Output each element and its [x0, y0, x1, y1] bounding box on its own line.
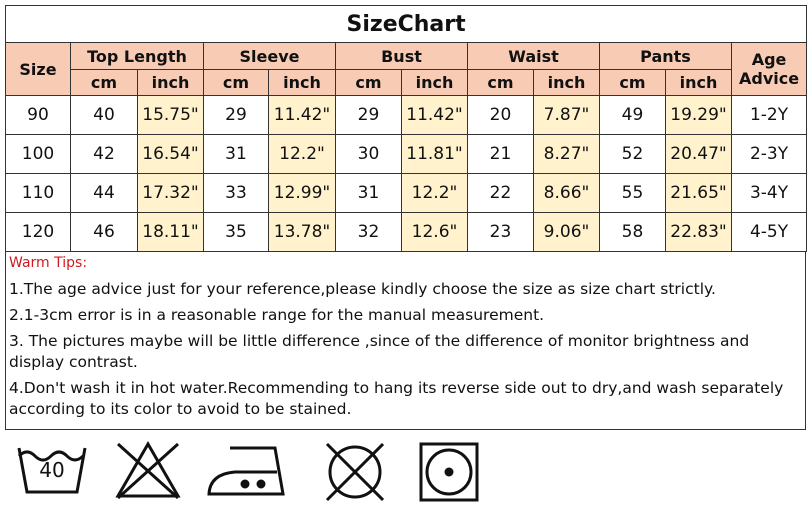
data-row: 90 40 15.75" 29 11.42" 29 11.42" 20 7.87" 49 19.29… [5, 95, 808, 135]
cell: 40 [70, 95, 138, 135]
cell: 42 [70, 134, 138, 174]
size-chart: SizeChart Size Top Length Sleeve Bust Waist P… [4, 5, 808, 524]
tip: 1.The age advice just for your reference… [9, 280, 716, 298]
cell: 12.6" [401, 212, 468, 252]
cell: 13.78" [268, 212, 336, 252]
cell: 11.42" [401, 95, 468, 135]
unit-cell: cm [335, 69, 402, 96]
unit-cell: cm [70, 69, 138, 96]
cell: 8.27" [533, 134, 600, 174]
cell: 2-3Y [730, 134, 808, 174]
cell: 49 [599, 95, 666, 135]
tip: 3. The pictures maybe will be little dif… [9, 332, 750, 371]
data-row: 100 42 16.54" 31 12.2" 30 11.81" 21 8.27" 52 20.47… [5, 134, 808, 174]
cell: 52 [599, 134, 666, 174]
unit-cell: inch [533, 69, 600, 96]
cell: 9.06" [533, 212, 600, 252]
cell: 11.81" [401, 134, 468, 174]
cell: 19.29" [665, 95, 732, 135]
unit-cell: cm [467, 69, 534, 96]
cell: 90 [5, 95, 71, 135]
cell: 18.11" [137, 212, 204, 252]
dryclean-icon [419, 442, 479, 502]
tip: 4.Don't wash it in hot water.Recommendin… [9, 379, 784, 418]
tips: Warm Tips: 1.The age advice just for you… [5, 252, 806, 430]
cell: 29 [203, 95, 269, 135]
data-row: 110 44 17.32" 33 12.99" 31 12.2" 22 8.66" 55 21.65… [5, 173, 808, 213]
cell: 7.87" [533, 95, 600, 135]
tip: 2.1-3cm error is in a reasonable range f… [9, 306, 545, 324]
cell: 32 [335, 212, 402, 252]
cell: 35 [203, 212, 269, 252]
cell: 58 [599, 212, 666, 252]
cell: 120 [5, 212, 71, 252]
tips-heading: Warm Tips: [9, 255, 88, 271]
cell: 1-2Y [730, 95, 808, 135]
unit-row: cm inch cm inch cm inch cm inch cm inch [5, 69, 807, 96]
cell: 21.65" [665, 173, 732, 213]
cell: 44 [70, 173, 138, 213]
cell: 8.66" [533, 173, 600, 213]
data-row: 120 46 18.11" 35 13.78" 32 12.6" 23 9.06" 58 22.83… [5, 212, 808, 252]
cell: 3-4Y [730, 173, 808, 213]
unit-cell: inch [665, 69, 732, 96]
cell: 22.83" [665, 212, 732, 252]
header-cell: Sleeve [203, 42, 336, 70]
cell: 33 [203, 173, 269, 213]
cell: 20.47" [665, 134, 732, 174]
header-row: Size Top Length Sleeve Bust Waist Pants Age Ad… [5, 42, 808, 96]
header-cell: Top Length [70, 42, 204, 70]
cell: 29 [335, 95, 402, 135]
cell: 15.75" [137, 95, 204, 135]
cell: 12.99" [268, 173, 336, 213]
cell: 20 [467, 95, 534, 135]
header-cell: Age Advice [730, 42, 808, 96]
header-cell: Pants [599, 42, 732, 70]
cell: 31 [335, 173, 402, 213]
cell: 31 [203, 134, 269, 174]
header-cell: Waist [467, 42, 600, 70]
cell: 12.2" [401, 173, 468, 213]
cell: 11.42" [268, 95, 336, 135]
cell: 4-5Y [730, 212, 808, 252]
no-bleach-icon [115, 440, 181, 500]
wash-temp: 40 [39, 458, 64, 482]
no-tumble-icon [325, 442, 385, 502]
cell: 55 [599, 173, 666, 213]
care-icons: 40 [17, 440, 479, 502]
cell: 110 [5, 173, 71, 213]
iron-icon [207, 446, 285, 496]
unit-cell: inch [401, 69, 468, 96]
wash-icon: 40 [17, 447, 87, 494]
unit-cell: cm [203, 69, 269, 96]
cell: 30 [335, 134, 402, 174]
cell: 22 [467, 173, 534, 213]
unit-cell: inch [137, 69, 204, 96]
header-cell: Bust [335, 42, 468, 70]
title: SizeChart [4, 5, 808, 43]
cell: 23 [467, 212, 534, 252]
unit-cell: cm [599, 69, 666, 96]
cell: 17.32" [137, 173, 204, 213]
header-cell: Size [5, 42, 71, 96]
cell: 16.54" [137, 134, 204, 174]
cell: 46 [70, 212, 138, 252]
cell: 12.2" [268, 134, 336, 174]
cell: 100 [5, 134, 71, 174]
unit-cell: inch [268, 69, 336, 96]
size-table: SizeChart Size Top Length Sleeve Bust Waist P… [4, 5, 808, 252]
cell: 21 [467, 134, 534, 174]
